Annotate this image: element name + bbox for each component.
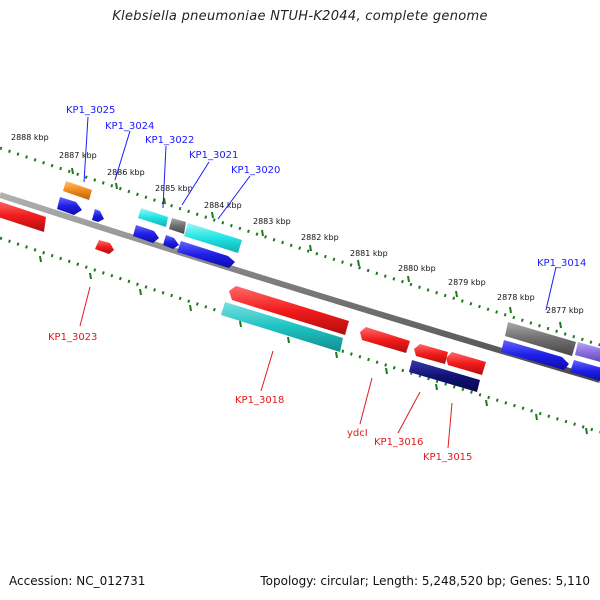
scale-label-2884: 2884 kbp [204,201,242,210]
scale-label-2880: 2880 kbp [398,264,436,273]
scale-label-2883: 2883 kbp [253,217,291,226]
gene-label-kp1-3022[interactable]: KP1_3022 [145,135,194,146]
scale-label-2886: 2886 kbp [107,168,145,177]
gene-kp1-3016[interactable] [414,344,448,364]
scale-label-2882: 2882 kbp [301,233,339,242]
gene-label-kp1-3024[interactable]: KP1_3024 [105,121,154,132]
scale-label-2885: 2885 kbp [155,184,193,193]
gene-blue-3022b[interactable] [133,225,159,243]
gene-blue-small[interactable] [92,209,104,222]
gene-kp1-3015[interactable] [409,360,480,392]
gene-label-kp1-3025[interactable]: KP1_3025 [66,105,115,116]
gene-label-ydci[interactable]: ydcI [347,428,368,439]
gene-label-kp1-3014[interactable]: KP1_3014 [537,258,586,269]
accession-text: Accession: NC_012731 [9,574,146,588]
gene-blue-right[interactable] [570,360,600,382]
scale-label-2879: 2879 kbp [448,278,486,287]
gene-kp1-3021[interactable] [169,218,186,234]
gene-blue-3020b[interactable] [177,241,235,268]
gene-kp1-3025[interactable] [63,181,92,200]
gene-red-left[interactable] [0,200,46,232]
gene-kp1-3023[interactable] [95,240,114,254]
scale-label-2878: 2878 kbp [497,293,535,302]
page-title: Klebsiella pneumoniae NTUH-K2044, comple… [112,9,488,24]
gene-ydci[interactable] [360,327,410,353]
gene-label-kp1-3016[interactable]: KP1_3016 [374,437,423,448]
gene-label-kp1-3021[interactable]: KP1_3021 [189,150,238,161]
gene-kp1-3024[interactable] [57,197,82,215]
scale-label-2888: 2888 kbp [11,133,49,142]
outer-tick-track [0,146,600,347]
gene-blue-3021b[interactable] [163,235,179,249]
gene-red-3015a[interactable] [446,352,486,375]
outer-major-ticks [71,167,562,329]
gene-label-kp1-3020[interactable]: KP1_3020 [231,165,280,176]
genome-summary-text: Topology: circular; Length: 5,248,520 bp… [260,574,590,588]
gene-kp1-3014[interactable] [505,322,576,356]
gene-kp1-3020[interactable] [184,223,242,253]
label-leaders [79,116,557,449]
inner-major-ticks [39,255,588,435]
gene-label-kp1-3023[interactable]: KP1_3023 [48,332,97,343]
gene-lavender[interactable] [575,342,600,363]
gene-label-kp1-3018[interactable]: KP1_3018 [235,395,284,406]
gene-kp1-3022[interactable] [138,208,168,227]
gene-red-mid[interactable] [229,286,349,335]
gene-features [0,181,600,392]
gene-kp1-3018[interactable] [221,302,343,352]
gene-blue-3014b[interactable] [501,340,569,370]
gene-label-kp1-3015[interactable]: KP1_3015 [423,452,472,463]
scale-label-2887: 2887 kbp [59,151,97,160]
scale-label-2881: 2881 kbp [350,249,388,258]
scale-label-2877: 2877 kbp [546,306,584,315]
